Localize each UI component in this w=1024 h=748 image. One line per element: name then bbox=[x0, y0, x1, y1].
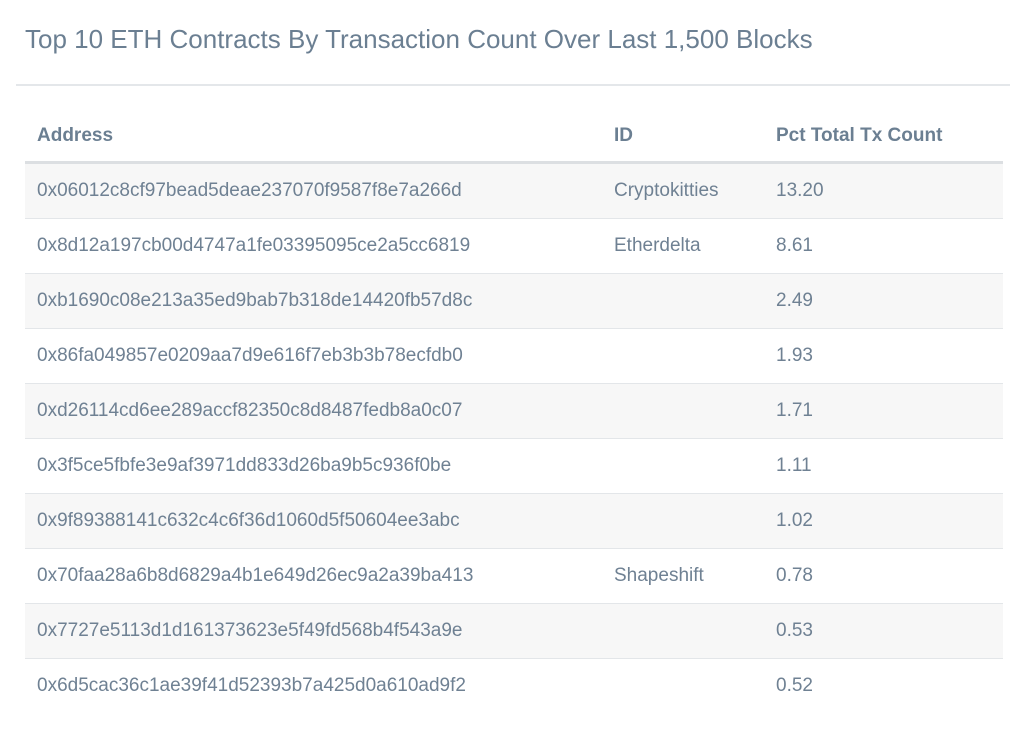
address-cell: 0x3f5ce5fbfe3e9af3971dd833d26ba9b5c936f0… bbox=[25, 438, 602, 494]
contracts-table-container: Address ID Pct Total Tx Count 0x06012c8c… bbox=[25, 110, 1003, 713]
table-row: 0xb1690c08e213a35ed9bab7b318de14420fb57d… bbox=[25, 273, 1003, 329]
title-divider bbox=[16, 84, 1010, 86]
table-row: 0x3f5ce5fbfe3e9af3971dd833d26ba9b5c936f0… bbox=[25, 438, 1003, 494]
pct-cell: 8.61 bbox=[764, 218, 1003, 274]
pct-cell: 1.02 bbox=[764, 493, 1003, 549]
pct-cell: 0.53 bbox=[764, 603, 1003, 659]
id-cell: Etherdelta bbox=[602, 218, 764, 274]
pct-cell: 1.71 bbox=[764, 383, 1003, 439]
table-row: 0x06012c8cf97bead5deae237070f9587f8e7a26… bbox=[25, 162, 1003, 219]
id-cell bbox=[602, 658, 764, 713]
contracts-table: Address ID Pct Total Tx Count 0x06012c8c… bbox=[25, 110, 1003, 713]
pct-cell: 1.11 bbox=[764, 438, 1003, 494]
address-cell: 0xd26114cd6ee289accf82350c8d8487fedb8a0c… bbox=[25, 383, 602, 439]
column-header-id: ID bbox=[602, 110, 764, 164]
address-cell: 0x9f89388141c632c4c6f36d1060d5f50604ee3a… bbox=[25, 493, 602, 549]
table-row: 0x9f89388141c632c4c6f36d1060d5f50604ee3a… bbox=[25, 493, 1003, 549]
table-row: 0x8d12a197cb00d4747a1fe03395095ce2a5cc68… bbox=[25, 218, 1003, 274]
address-cell: 0x8d12a197cb00d4747a1fe03395095ce2a5cc68… bbox=[25, 218, 602, 274]
table-row: 0x70faa28a6b8d6829a4b1e649d26ec9a2a39ba4… bbox=[25, 548, 1003, 604]
id-cell bbox=[602, 603, 764, 659]
id-cell bbox=[602, 493, 764, 549]
table-row: 0x6d5cac36c1ae39f41d52393b7a425d0a610ad9… bbox=[25, 658, 1003, 713]
pct-cell: 0.52 bbox=[764, 658, 1003, 713]
header-row: Address ID Pct Total Tx Count bbox=[25, 110, 1003, 164]
page-title: Top 10 ETH Contracts By Transaction Coun… bbox=[25, 24, 813, 54]
id-cell bbox=[602, 438, 764, 494]
table-header: Address ID Pct Total Tx Count bbox=[25, 110, 1003, 164]
pct-cell: 1.93 bbox=[764, 328, 1003, 384]
table-row: 0x86fa049857e0209aa7d9e616f7eb3b3b78ecfd… bbox=[25, 328, 1003, 384]
table-row: 0xd26114cd6ee289accf82350c8d8487fedb8a0c… bbox=[25, 383, 1003, 439]
address-cell: 0x06012c8cf97bead5deae237070f9587f8e7a26… bbox=[25, 162, 602, 219]
column-header-address: Address bbox=[25, 110, 602, 164]
id-cell bbox=[602, 328, 764, 384]
address-cell: 0xb1690c08e213a35ed9bab7b318de14420fb57d… bbox=[25, 273, 602, 329]
address-cell: 0x6d5cac36c1ae39f41d52393b7a425d0a610ad9… bbox=[25, 658, 602, 713]
table-row: 0x7727e5113d1d161373623e5f49fd568b4f543a… bbox=[25, 603, 1003, 659]
pct-cell: 13.20 bbox=[764, 162, 1003, 219]
pct-cell: 2.49 bbox=[764, 273, 1003, 329]
column-header-pct: Pct Total Tx Count bbox=[764, 110, 1003, 164]
id-cell bbox=[602, 273, 764, 329]
address-cell: 0x70faa28a6b8d6829a4b1e649d26ec9a2a39ba4… bbox=[25, 548, 602, 604]
id-cell: Cryptokitties bbox=[602, 162, 764, 219]
id-cell bbox=[602, 383, 764, 439]
address-cell: 0x86fa049857e0209aa7d9e616f7eb3b3b78ecfd… bbox=[25, 328, 602, 384]
table-body: 0x06012c8cf97bead5deae237070f9587f8e7a26… bbox=[25, 162, 1003, 713]
pct-cell: 0.78 bbox=[764, 548, 1003, 604]
id-cell: Shapeshift bbox=[602, 548, 764, 604]
address-cell: 0x7727e5113d1d161373623e5f49fd568b4f543a… bbox=[25, 603, 602, 659]
